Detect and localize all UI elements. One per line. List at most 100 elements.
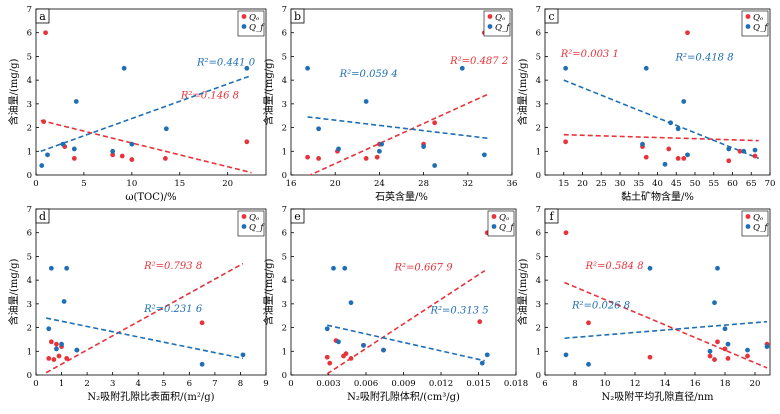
data-point-qf: [163, 126, 169, 132]
x-tick-label: 0: [33, 179, 38, 189]
y-tick-label: 1: [536, 147, 541, 157]
data-point-qf: [348, 300, 354, 306]
data-point-qo: [432, 120, 438, 126]
y-tick-label: 6: [27, 29, 32, 39]
x-tick-label: 0: [288, 379, 293, 389]
x-tick-label: 8: [572, 379, 577, 389]
data-point-qo: [374, 154, 380, 160]
x-tick-label: 2: [84, 379, 89, 389]
x-axis-label: N₂吸附孔隙体积/(cm³/g): [347, 390, 460, 403]
trendline-qo: [326, 269, 486, 375]
y-tick-label: 1: [282, 347, 287, 357]
data-point-qf: [64, 265, 70, 271]
panel-label: c: [548, 10, 554, 23]
r2-label-qf: R²=0.231 6: [143, 304, 203, 315]
y-tick-label: 2: [27, 124, 32, 134]
data-point-qf: [586, 361, 591, 367]
y-tick-label: 5: [282, 252, 287, 262]
trendline-qo: [563, 133, 759, 142]
legend-entry: Qₒ: [753, 13, 764, 23]
y-tick-label: 0: [282, 371, 287, 381]
x-tick-label: 25: [596, 179, 607, 189]
panel-label: f: [549, 210, 554, 223]
x-tick-label: 8: [238, 379, 243, 389]
data-point-qf: [662, 161, 668, 167]
data-point-qo: [71, 156, 77, 161]
x-axis-label: 石英含量/%: [375, 190, 428, 203]
data-point-qf: [563, 65, 569, 71]
y-tick-label: 2: [282, 124, 287, 134]
x-tick-label: 30: [615, 179, 626, 189]
data-point-qo: [725, 356, 731, 361]
legend-entry: Qₒ: [249, 213, 260, 223]
data-point-qo: [51, 357, 57, 362]
x-tick-label: 28: [418, 179, 429, 189]
r2-label-qo: R²=0.003 1: [560, 49, 619, 60]
data-point-qf: [59, 341, 64, 347]
data-point-qo: [162, 156, 168, 161]
x-tick-label: 5: [161, 379, 166, 389]
x-tick-label: 3: [110, 379, 115, 389]
y-tick-label: 0: [27, 171, 32, 181]
data-point-qf: [715, 265, 720, 271]
r2-label-qo: R²=0.584 8: [585, 261, 644, 272]
data-point-qf: [459, 65, 465, 71]
data-point-qf: [121, 65, 127, 71]
panel-label-box: [290, 208, 305, 224]
legend-entry: Qₒ: [249, 13, 260, 23]
y-tick-label: 3: [27, 100, 32, 110]
x-axis-label: N₂吸附平均孔隙直径/nm: [601, 390, 714, 403]
legend-entry: Q_f: [249, 23, 265, 33]
legend-entry: Q_f: [495, 23, 511, 33]
legend-marker: [241, 14, 247, 19]
data-point-qo: [110, 152, 116, 158]
y-tick-label: 4: [282, 276, 287, 286]
r2-label-qo: R²=0.667 9: [394, 262, 454, 273]
legend-marker: [745, 14, 751, 19]
data-point-qf: [54, 346, 59, 352]
data-point-qo: [681, 156, 687, 161]
legend-marker: [745, 214, 751, 219]
data-point-qf: [643, 65, 649, 71]
y-tick-label: 4: [27, 276, 32, 286]
data-point-qo: [745, 353, 750, 359]
y-tick-label: 4: [27, 76, 32, 86]
data-point-qf: [45, 152, 50, 158]
data-point-qf: [745, 347, 750, 353]
r2-label-qo: R²=0.487 2: [449, 56, 508, 67]
legend-entry: Q_f: [753, 23, 769, 33]
data-point-qf: [363, 99, 369, 104]
x-tick-label: 0.012: [429, 379, 453, 389]
data-point-qo: [324, 354, 330, 360]
data-point-qf: [484, 352, 490, 358]
data-point-qo: [316, 156, 322, 161]
data-point-qo: [54, 341, 59, 347]
y-tick-label: 5: [27, 52, 32, 62]
x-tick-label: 32: [462, 179, 473, 189]
data-point-qo: [363, 156, 369, 161]
data-point-qo: [327, 360, 333, 366]
y-tick-label: 3: [27, 300, 32, 310]
y-tick-label: 7: [282, 5, 287, 15]
data-point-qf: [60, 141, 66, 147]
x-tick-label: 36: [507, 179, 518, 189]
data-point-qo: [752, 153, 758, 159]
data-point-qo: [348, 356, 354, 361]
data-point-qo: [675, 156, 681, 161]
x-tick-label: 65: [746, 179, 757, 189]
legend-marker: [745, 224, 751, 229]
y-tick-label: 7: [27, 5, 32, 15]
data-point-qf: [722, 326, 728, 332]
x-tick-label: 20: [750, 379, 761, 389]
r2-label-qf: R²=0.059 4: [339, 69, 398, 80]
x-tick-label: 40: [652, 179, 663, 189]
plot-frame: [290, 8, 513, 176]
x-tick-label: 45: [671, 179, 682, 189]
x-tick-label: 20: [330, 179, 341, 189]
x-tick-label: 24: [374, 179, 385, 189]
x-tick-label: 60: [727, 179, 738, 189]
y-tick-label: 5: [27, 252, 32, 262]
data-point-qo: [343, 351, 349, 357]
panel-label-box: [35, 8, 50, 24]
y-tick-label: 6: [282, 29, 287, 39]
